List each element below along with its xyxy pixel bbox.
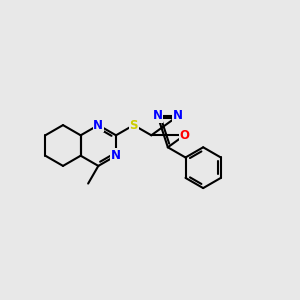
Text: O: O	[179, 129, 189, 142]
Text: N: N	[93, 118, 103, 132]
Text: N: N	[111, 149, 121, 162]
Text: N: N	[153, 110, 163, 122]
Text: S: S	[129, 118, 138, 132]
Text: N: N	[173, 110, 183, 122]
